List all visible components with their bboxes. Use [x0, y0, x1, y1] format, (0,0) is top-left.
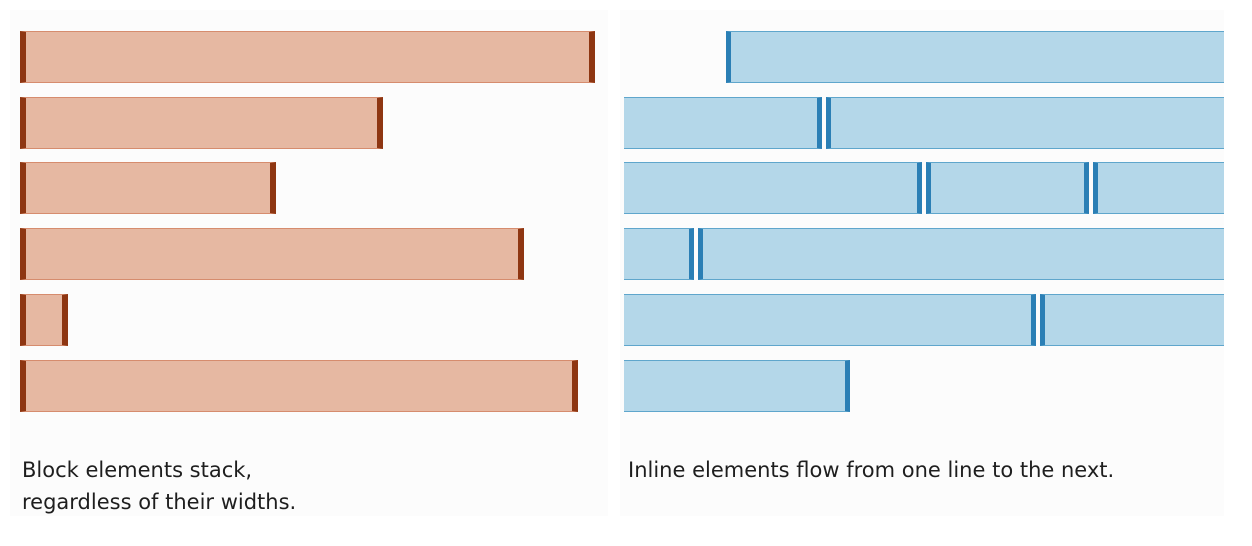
inline-element-fragment	[826, 97, 1224, 149]
inline-element-fragment	[624, 97, 822, 149]
block-element-bar	[20, 360, 578, 412]
inline-element-fragment	[624, 228, 694, 280]
block-caption-line-1: Block elements stack,	[22, 458, 253, 482]
inline-element-fragment	[1040, 294, 1224, 346]
inline-element-fragment	[624, 162, 922, 214]
inline-element-fragment	[624, 360, 850, 412]
inline-element-fragment	[1093, 162, 1224, 214]
block-element-bar	[20, 162, 276, 214]
inline-element-fragment	[726, 31, 1224, 83]
inline-elements-panel: Inline elements flow from one line to th…	[620, 10, 1224, 516]
block-caption-line-2: regardless of their widths.	[22, 490, 297, 514]
block-elements-caption: Block elements stack, regardless of thei…	[22, 454, 296, 518]
inline-elements-caption: Inline elements flow from one line to th…	[628, 454, 1114, 486]
inline-element-fragment	[624, 294, 1036, 346]
block-element-bar	[20, 97, 383, 149]
block-element-bar	[20, 31, 595, 83]
inline-element-fragment	[698, 228, 1224, 280]
inline-caption-line: Inline elements flow from one line to th…	[628, 458, 1115, 482]
block-element-bar	[20, 294, 68, 346]
block-element-bar	[20, 228, 524, 280]
inline-element-fragment	[926, 162, 1089, 214]
block-elements-panel: Block elements stack, regardless of thei…	[10, 10, 608, 516]
